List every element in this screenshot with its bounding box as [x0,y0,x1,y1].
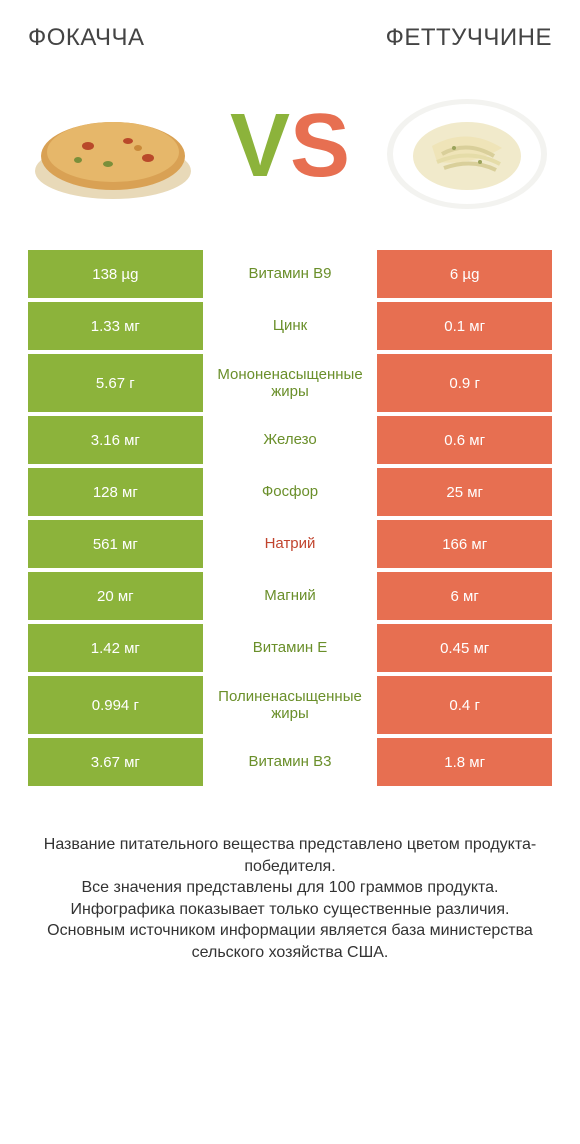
hero-row: VS [28,76,552,216]
footer-line: Все значения представлены для 100 граммо… [38,877,542,899]
nutrient-label-cell: Магний [203,572,378,620]
focaccia-image [28,76,198,216]
right-value-cell: 6 µg [377,250,552,298]
table-row: 561 мгНатрий166 мг [28,520,552,568]
nutrient-label-cell: Витамин B9 [203,250,378,298]
left-value-cell: 5.67 г [28,354,203,412]
right-value-cell: 1.8 мг [377,738,552,786]
title-row: ФОКАЧЧА ФЕТТУЧЧИНЕ [28,24,552,52]
right-value-cell: 0.45 мг [377,624,552,672]
footer-line: Основным источником информации является … [38,920,542,963]
vs-label: VS [230,101,350,191]
nutrient-label-cell: Витамин B3 [203,738,378,786]
table-row: 1.42 мгВитамин E0.45 мг [28,624,552,672]
footer-line: Инфографика показывает только существенн… [38,899,542,921]
right-value-cell: 0.1 мг [377,302,552,350]
left-food-title: ФОКАЧЧА [28,24,145,52]
right-value-cell: 0.6 мг [377,416,552,464]
left-value-cell: 1.42 мг [28,624,203,672]
vs-v: V [230,101,290,191]
nutrient-label-cell: Полиненасыщенные жиры [203,676,378,734]
table-row: 5.67 гМононенасыщенные жиры0.9 г [28,354,552,412]
nutrient-label-cell: Мононенасыщенные жиры [203,354,378,412]
infographic-container: ФОКАЧЧА ФЕТТУЧЧИНЕ VS [0,0,580,964]
nutrient-label-cell: Цинк [203,302,378,350]
table-row: 128 мгФосфор25 мг [28,468,552,516]
right-value-cell: 166 мг [377,520,552,568]
right-value-cell: 0.9 г [377,354,552,412]
left-value-cell: 0.994 г [28,676,203,734]
right-value-cell: 6 мг [377,572,552,620]
table-row: 1.33 мгЦинк0.1 мг [28,302,552,350]
table-row: 20 мгМагний6 мг [28,572,552,620]
left-value-cell: 128 мг [28,468,203,516]
footer-line: Название питательного вещества представл… [38,834,542,877]
vs-s: S [290,101,350,191]
fettuccine-image [382,76,552,216]
table-row: 0.994 гПолиненасыщенные жиры0.4 г [28,676,552,734]
left-value-cell: 561 мг [28,520,203,568]
left-value-cell: 20 мг [28,572,203,620]
nutrient-table: 138 µgВитамин B96 µg1.33 мгЦинк0.1 мг5.6… [28,250,552,786]
footer-note: Название питательного вещества представл… [28,834,552,964]
table-row: 3.67 мгВитамин B31.8 мг [28,738,552,786]
right-value-cell: 25 мг [377,468,552,516]
left-value-cell: 3.16 мг [28,416,203,464]
right-value-cell: 0.4 г [377,676,552,734]
right-food-title: ФЕТТУЧЧИНЕ [386,24,552,52]
left-value-cell: 3.67 мг [28,738,203,786]
table-row: 3.16 мгЖелезо0.6 мг [28,416,552,464]
nutrient-label-cell: Железо [203,416,378,464]
left-value-cell: 138 µg [28,250,203,298]
left-value-cell: 1.33 мг [28,302,203,350]
nutrient-label-cell: Витамин E [203,624,378,672]
table-row: 138 µgВитамин B96 µg [28,250,552,298]
nutrient-label-cell: Натрий [203,520,378,568]
nutrient-label-cell: Фосфор [203,468,378,516]
